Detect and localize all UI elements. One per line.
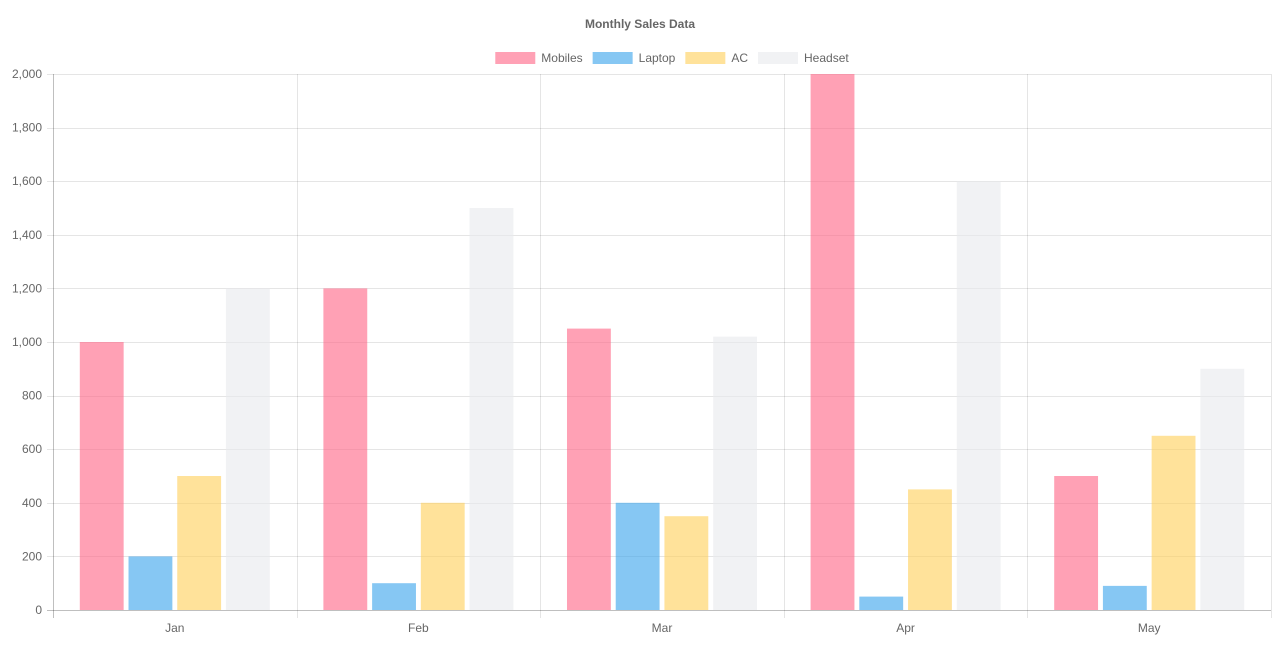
y-tick-label: 2,000 xyxy=(12,67,42,81)
y-tick-label: 400 xyxy=(22,496,42,510)
y-tick-label: 800 xyxy=(22,389,42,403)
legend-swatch xyxy=(592,52,633,64)
y-tick-label: 1,800 xyxy=(12,121,42,135)
y-tick-label: 1,200 xyxy=(12,281,42,295)
bar-laptop-mar[interactable] xyxy=(615,502,660,610)
bar-headset-apr[interactable] xyxy=(956,181,1001,610)
bar-headset-feb[interactable] xyxy=(469,208,514,610)
legend: Mobiles Laptop AC Headset xyxy=(495,51,849,65)
legend-item-mobiles[interactable]: Mobiles xyxy=(495,51,583,65)
legend-label: Laptop xyxy=(639,51,676,65)
legend-label: AC xyxy=(731,51,748,65)
bar-mobiles-jan[interactable] xyxy=(79,342,124,610)
bar-mobiles-may[interactable] xyxy=(1054,476,1099,610)
bar-ac-may[interactable] xyxy=(1151,435,1196,610)
bar-mobiles-apr[interactable] xyxy=(810,74,855,610)
y-tick-label: 200 xyxy=(22,549,42,563)
legend-item-laptop[interactable]: Laptop xyxy=(592,51,676,65)
legend-label: Mobiles xyxy=(541,51,582,65)
bar-headset-may[interactable] xyxy=(1200,368,1245,610)
x-tick-label: Apr xyxy=(896,621,915,635)
bars xyxy=(79,74,1245,610)
bar-laptop-jan[interactable] xyxy=(128,556,173,610)
y-tick-label: 0 xyxy=(35,603,42,617)
y-tick-label: 600 xyxy=(22,442,42,456)
bar-laptop-apr[interactable] xyxy=(859,596,904,610)
x-tick-label: May xyxy=(1138,621,1161,635)
bar-mobiles-mar[interactable] xyxy=(566,328,611,610)
legend-swatch xyxy=(495,52,536,64)
bar-ac-jan[interactable] xyxy=(177,476,222,610)
y-tick-label: 1,400 xyxy=(12,228,42,242)
legend-swatch xyxy=(758,52,799,64)
bar-ac-mar[interactable] xyxy=(664,516,709,610)
bar-mobiles-feb[interactable] xyxy=(323,288,368,610)
legend-swatch xyxy=(685,52,726,64)
bar-laptop-feb[interactable] xyxy=(372,583,416,610)
y-tick-label: 1,000 xyxy=(12,335,42,349)
x-tick-label: Mar xyxy=(652,621,673,635)
y-tick-label: 1,600 xyxy=(12,174,42,188)
x-axis-ticks: Jan Feb Mar Apr May xyxy=(165,621,1160,635)
legend-item-ac[interactable]: AC xyxy=(685,51,748,65)
bar-ac-apr[interactable] xyxy=(908,489,952,610)
x-tick-label: Jan xyxy=(165,621,184,635)
bar-ac-feb[interactable] xyxy=(420,502,465,610)
bar-laptop-may[interactable] xyxy=(1102,585,1147,610)
y-axis-ticks: 0 200 400 600 800 1,000 1,200 1,400 1,600 1,800 2,… xyxy=(12,67,42,617)
bar-headset-jan[interactable] xyxy=(225,288,270,610)
legend-label: Headset xyxy=(804,51,849,65)
chart-title: Monthly Sales Data xyxy=(585,17,695,31)
bar-headset-mar[interactable] xyxy=(713,336,758,610)
x-tick-label: Feb xyxy=(408,621,429,635)
legend-item-headset[interactable]: Headset xyxy=(758,51,849,65)
